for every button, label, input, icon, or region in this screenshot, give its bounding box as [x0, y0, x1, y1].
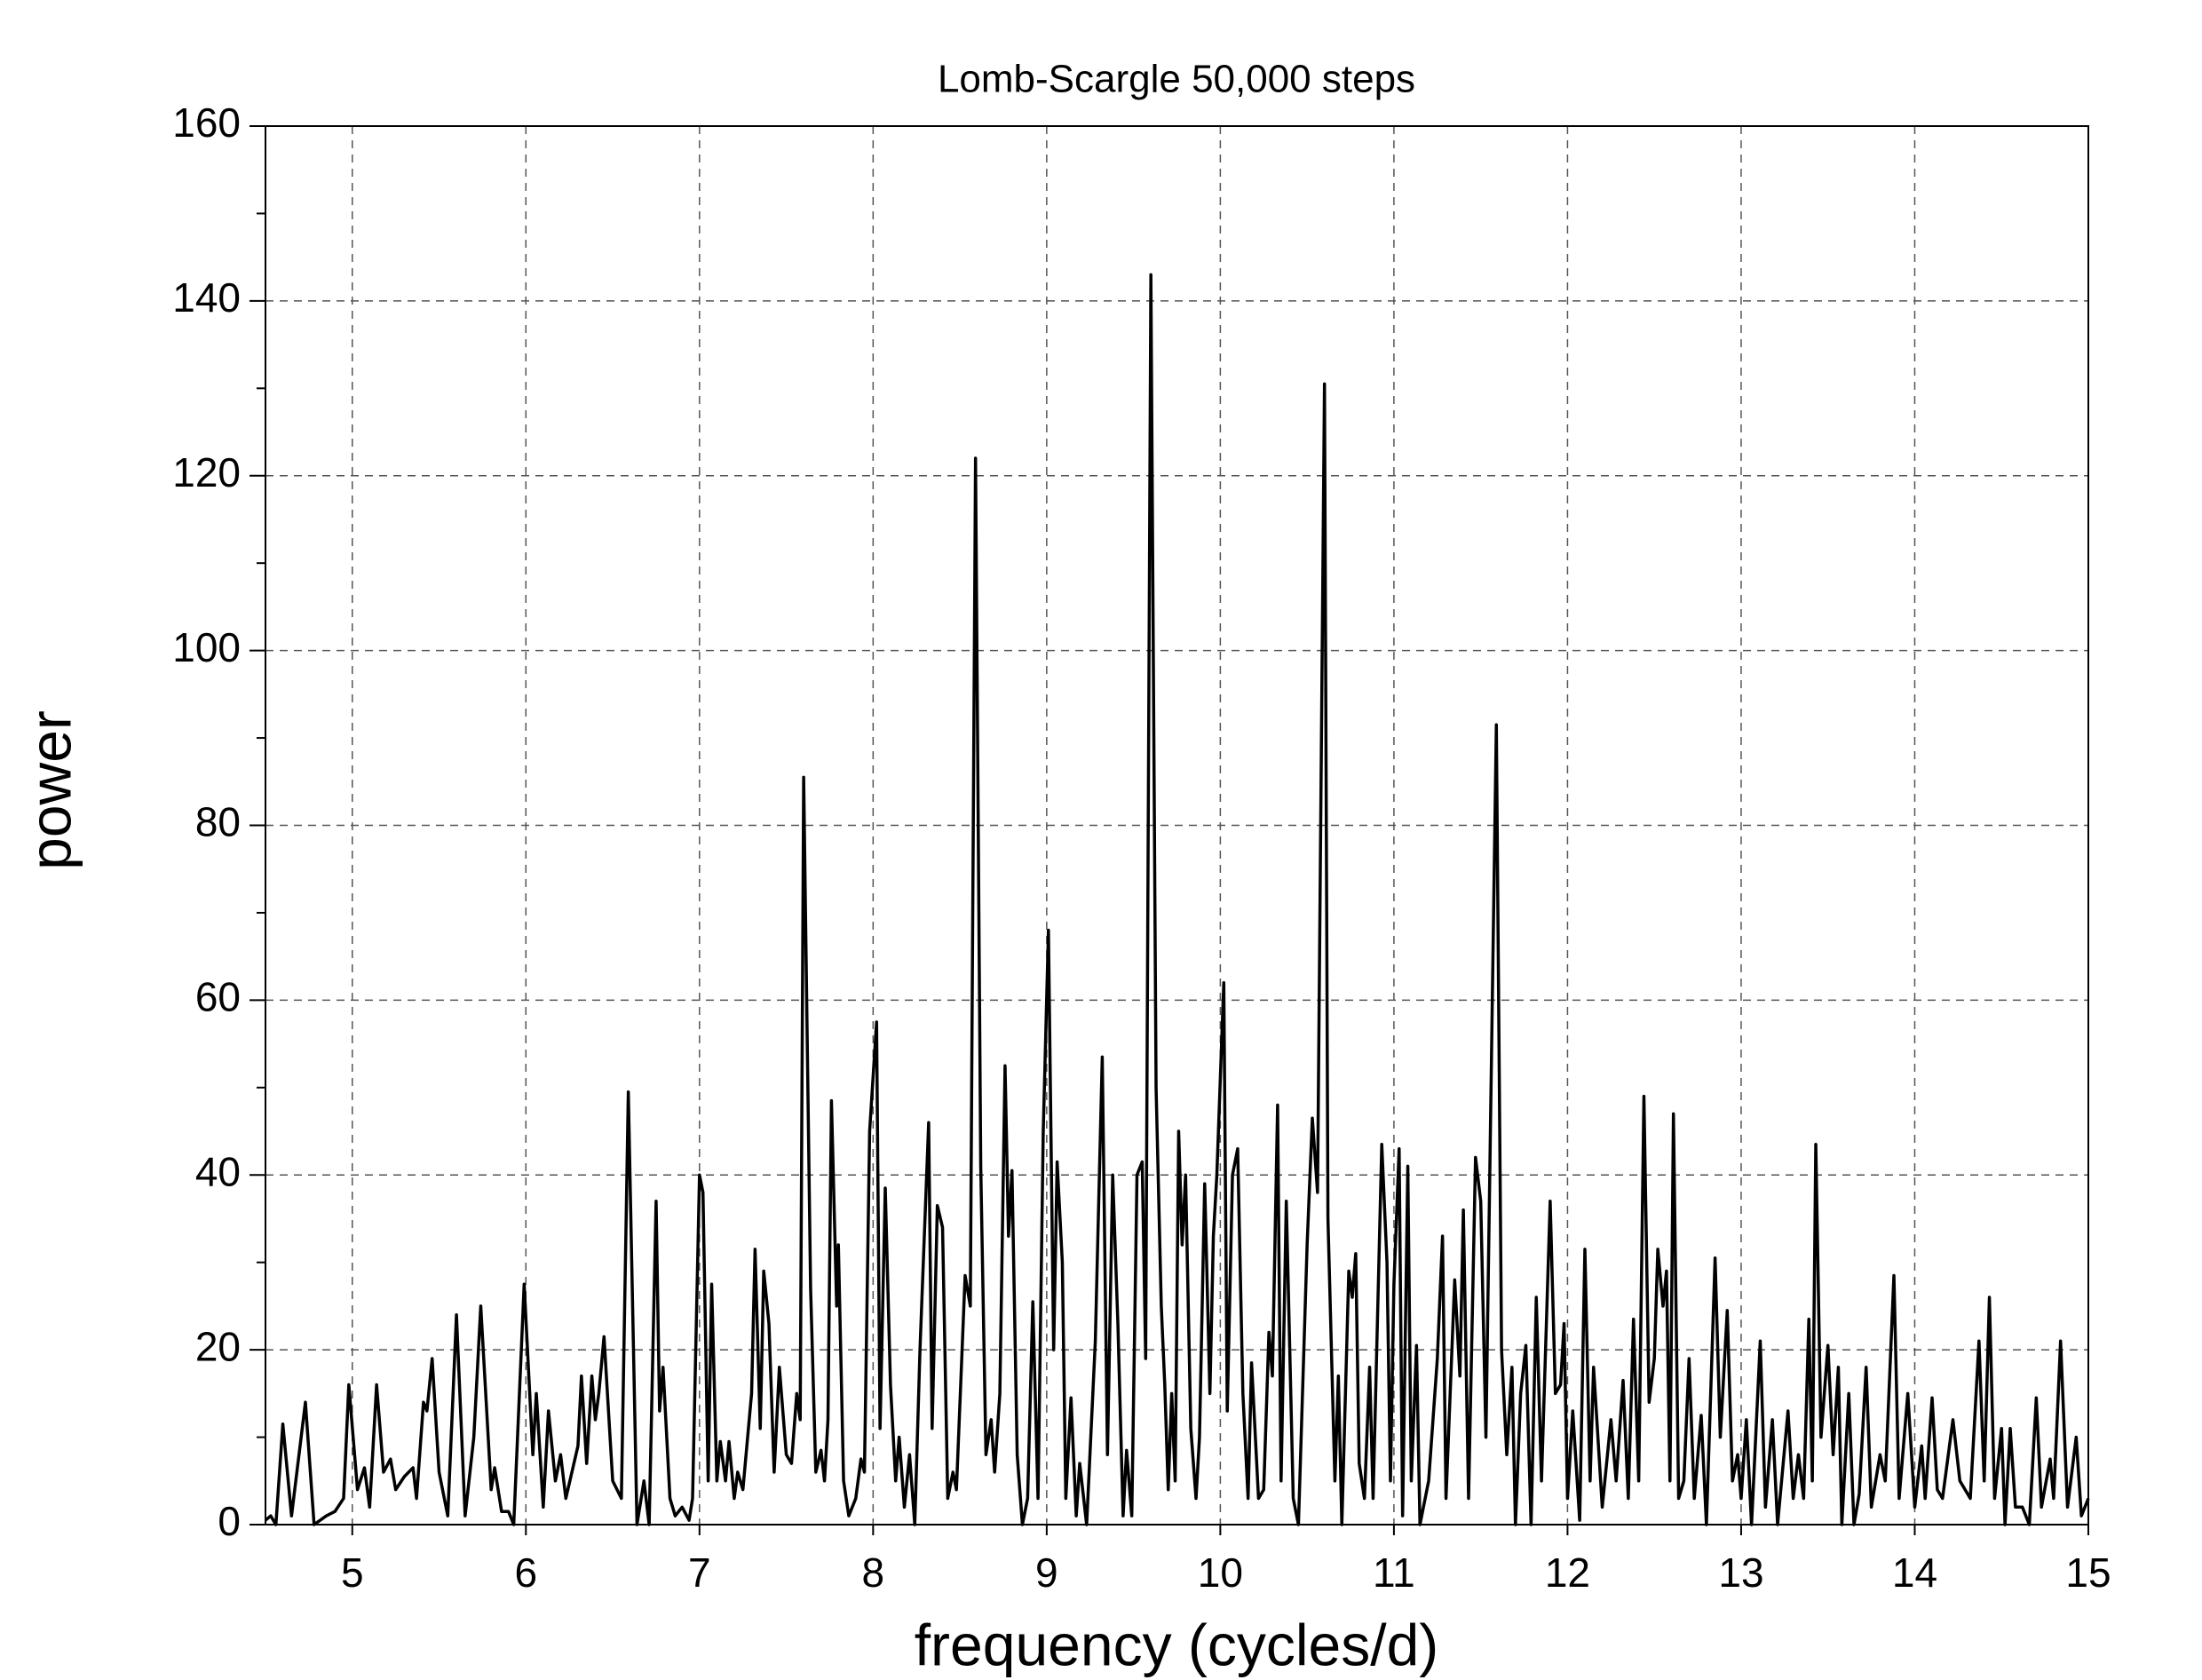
- x-tick-label: 13: [1718, 1549, 1763, 1596]
- y-tick-label: 160: [172, 99, 241, 146]
- y-tick-label: 40: [195, 1148, 241, 1194]
- y-tick-label: 20: [195, 1323, 241, 1369]
- y-tick-label: 100: [172, 624, 241, 670]
- y-tick-label: 140: [172, 274, 241, 321]
- y-tick-label: 60: [195, 974, 241, 1020]
- x-tick-label: 14: [1892, 1549, 1937, 1596]
- x-tick-label: 7: [688, 1549, 711, 1596]
- x-tick-label: 10: [1198, 1549, 1243, 1596]
- y-tick-label: 80: [195, 799, 241, 845]
- y-tick-label: 0: [218, 1498, 241, 1544]
- x-tick-label: 8: [862, 1549, 885, 1596]
- x-axis-label: frequency (cycles/d): [915, 1612, 1439, 1677]
- x-tick-label: 15: [2065, 1549, 2111, 1596]
- x-tick-label: 9: [1035, 1549, 1058, 1596]
- x-tick-label: 12: [1545, 1549, 1590, 1596]
- x-tick-label: 6: [514, 1549, 537, 1596]
- x-tick-label: 5: [341, 1549, 364, 1596]
- y-axis-label: power: [17, 710, 83, 870]
- x-tick-label: 11: [1373, 1549, 1415, 1596]
- data-line: [264, 273, 2090, 1526]
- chart-title: Lomb-Scargle 50,000 steps: [938, 58, 1415, 101]
- plot-frame: [265, 125, 2089, 1525]
- y-tick-label: 120: [172, 449, 241, 495]
